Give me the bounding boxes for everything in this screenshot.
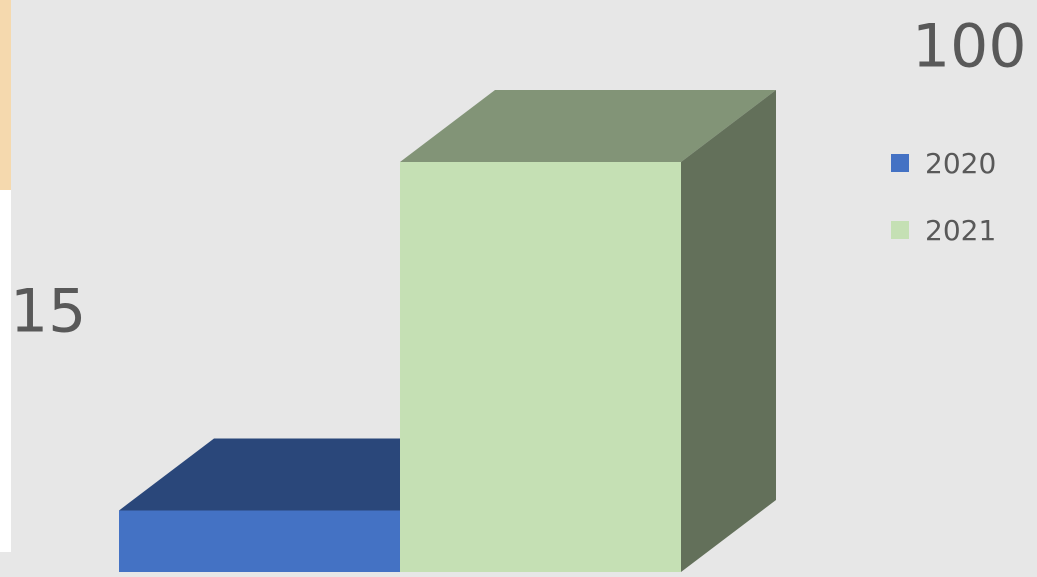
legend-text: 2021 bbox=[925, 214, 996, 247]
bar bbox=[400, 162, 681, 572]
side-panel-accent bbox=[0, 0, 11, 190]
data-label: 15 bbox=[10, 277, 86, 347]
side-panel bbox=[0, 0, 11, 552]
bar-side bbox=[681, 90, 776, 572]
bar-top bbox=[400, 90, 776, 162]
bar bbox=[119, 510, 400, 572]
data-label: 100 bbox=[912, 12, 1027, 82]
legend-swatch bbox=[891, 221, 909, 239]
legend-text: 2020 bbox=[925, 147, 996, 180]
legend-swatch bbox=[891, 154, 909, 172]
